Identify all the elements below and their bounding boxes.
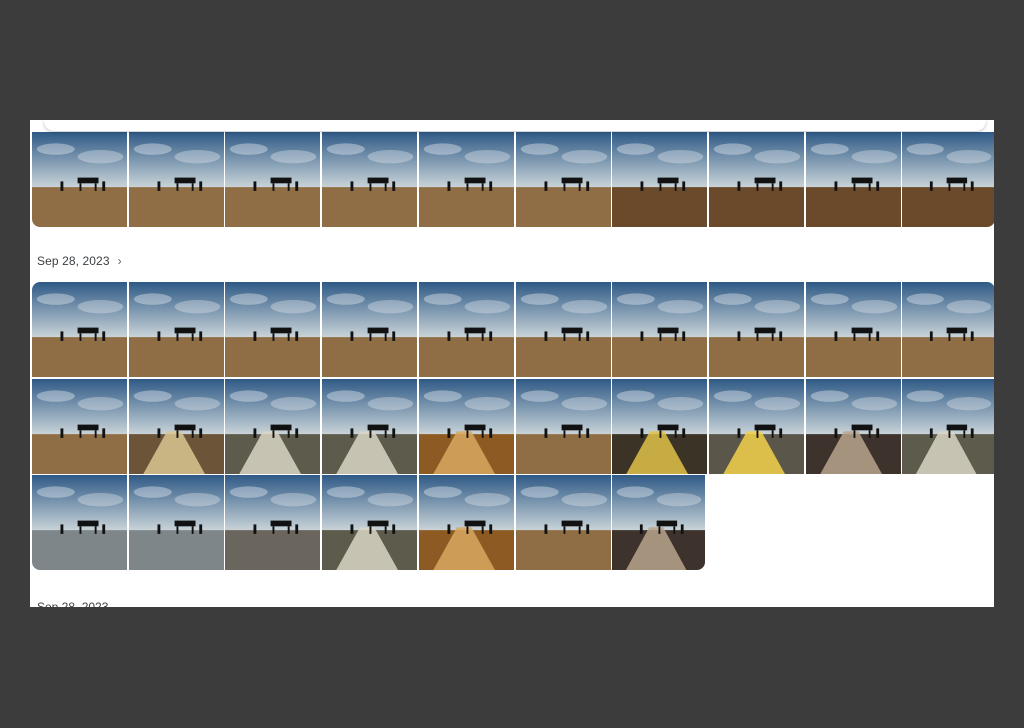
photo-tile[interactable] — [708, 282, 804, 377]
photo-tile[interactable] — [708, 378, 804, 474]
photo-tile[interactable] — [612, 132, 708, 227]
photo-tile[interactable] — [32, 282, 127, 377]
photo-tile[interactable] — [515, 378, 611, 474]
photo-tile[interactable] — [902, 282, 994, 377]
photo-tile[interactable] — [515, 282, 611, 377]
photo-tile[interactable] — [515, 132, 611, 227]
photo-tile[interactable] — [322, 132, 418, 227]
date-header-next[interactable]: Sep 28, 2023 — [37, 600, 109, 607]
photo-tile[interactable] — [32, 132, 127, 227]
photo-tile[interactable] — [128, 378, 224, 474]
date-header[interactable]: Sep 28, 2023 › — [37, 251, 122, 271]
photo-tile[interactable] — [418, 378, 514, 474]
photo-tile[interactable] — [515, 475, 611, 571]
photo-tile[interactable] — [805, 282, 901, 377]
photo-tile[interactable] — [322, 475, 418, 571]
photos-panel: Sep 28, 2023 › — [30, 120, 994, 607]
chevron-right-icon: › — [117, 254, 122, 268]
photo-tile[interactable] — [128, 475, 224, 571]
photo-tile[interactable] — [322, 282, 418, 377]
photo-tile[interactable] — [32, 475, 127, 571]
photo-tile[interactable] — [225, 475, 321, 571]
photo-tile[interactable] — [225, 282, 321, 377]
photo-tile[interactable] — [128, 282, 224, 377]
photo-tile[interactable] — [418, 132, 514, 227]
photo-tile[interactable] — [32, 378, 127, 474]
photo-tile[interactable] — [418, 475, 514, 571]
photo-tile[interactable] — [902, 378, 994, 474]
photo-tile[interactable] — [612, 378, 708, 474]
photo-tile[interactable] — [225, 378, 321, 474]
search-bar-edge[interactable] — [44, 120, 986, 131]
photo-tile[interactable] — [612, 282, 708, 377]
photo-tile[interactable] — [322, 378, 418, 474]
photo-tile[interactable] — [128, 132, 224, 227]
photo-tile[interactable] — [225, 132, 321, 227]
photo-tile[interactable] — [902, 132, 994, 227]
photo-tile[interactable] — [418, 282, 514, 377]
photo-tile[interactable] — [805, 378, 901, 474]
photo-tile[interactable] — [612, 475, 706, 571]
date-header-label: Sep 28, 2023 — [37, 254, 110, 268]
photo-tile[interactable] — [708, 132, 804, 227]
photo-tile[interactable] — [805, 132, 901, 227]
